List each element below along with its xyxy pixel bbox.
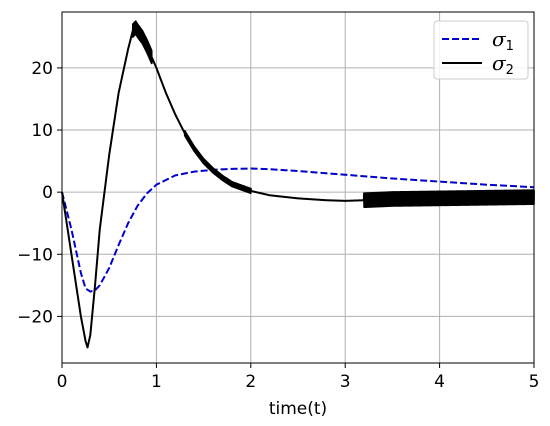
x-tick-label-5: 5 — [529, 372, 540, 392]
y-tick-label-4: 20 — [31, 59, 53, 79]
x-tick-label-4: 4 — [434, 372, 445, 392]
series-layer — [61, 20, 535, 349]
x-tick-label-1: 1 — [151, 372, 162, 392]
x-tick-label-3: 3 — [340, 372, 351, 392]
x-tick-label-0: 0 — [57, 372, 68, 392]
y-tick-label-2: 0 — [42, 183, 53, 203]
y-tick-label-0: −20 — [17, 307, 53, 327]
y-tick-label-1: −10 — [17, 245, 53, 265]
legend-box — [433, 20, 529, 80]
x-tick-label-2: 2 — [245, 372, 256, 392]
y-tick-label-3: 10 — [31, 121, 53, 141]
ticks: 0 1 2 3 4 5 −20 −10 0 10 20 — [17, 59, 539, 392]
series-line-2 — [61, 20, 535, 349]
legend-label-1: σ1 — [492, 27, 514, 54]
plot-frame — [61, 11, 535, 364]
legend-label-2: σ2 — [492, 51, 514, 78]
series-line-1 — [61, 167, 535, 293]
x-axis-label: time(t) — [269, 399, 327, 419]
